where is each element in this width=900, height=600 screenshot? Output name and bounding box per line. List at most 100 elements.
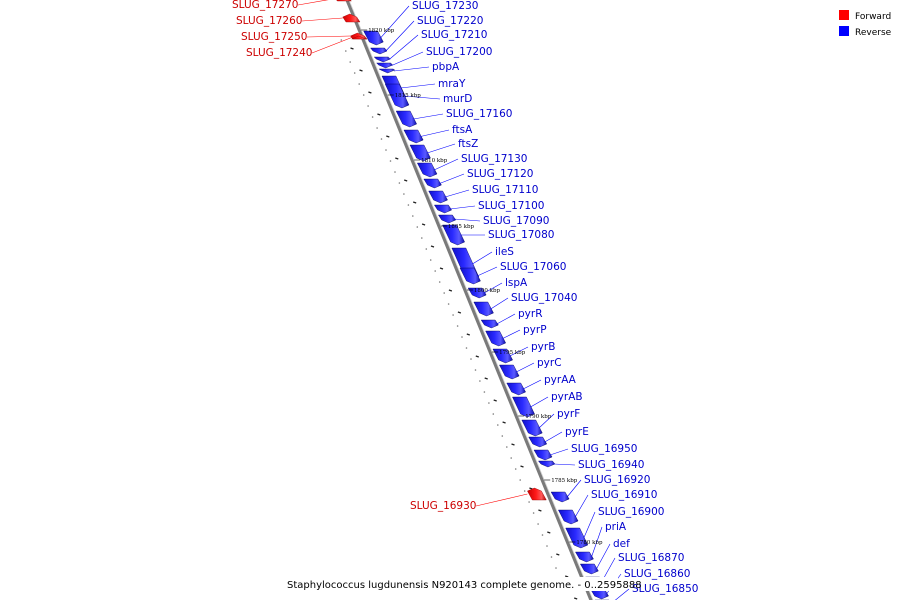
track-dot	[550, 556, 553, 558]
legend-swatch-forward	[839, 10, 849, 20]
gene-label-pyrP[interactable]: pyrP	[523, 324, 547, 336]
gene-feature-murD[interactable]	[384, 83, 410, 109]
gene-label-pyrAA[interactable]: pyrAA	[544, 374, 577, 386]
gene-label-ileS[interactable]: ileS	[495, 246, 514, 258]
gene-feature-SLUG_17220[interactable]	[370, 47, 388, 55]
gene-feature-SLUG_16930[interactable]	[527, 487, 547, 501]
gene-label-ftsA[interactable]: ftsA	[452, 124, 473, 136]
label-connector	[400, 83, 436, 89]
gene-label-SLUG_17160[interactable]: SLUG_17160	[446, 108, 512, 120]
gene-feature-SLUG_17260[interactable]	[342, 13, 361, 23]
gene-feature-pbpA[interactable]	[378, 68, 396, 74]
gene-feature-pyrE[interactable]	[528, 436, 548, 448]
label-connector	[509, 346, 529, 357]
gene-label-lspA[interactable]: lspA	[505, 277, 528, 289]
gene-feature-pyrB[interactable]	[492, 348, 513, 364]
gene-feature-SLUG_17060[interactable]	[459, 267, 481, 285]
gene-feature-SLUG_17090[interactable]	[438, 214, 456, 224]
gene-feature-SLUG_17210[interactable]	[373, 56, 391, 63]
track-dot	[470, 358, 472, 360]
gene-label-SLUG_17110[interactable]: SLUG_17110	[472, 184, 538, 196]
gene-label-SLUG_17060[interactable]: SLUG_17060	[500, 261, 566, 273]
gene-feature-def[interactable]	[579, 563, 599, 575]
gene-feature-pyrP[interactable]	[485, 330, 506, 347]
gene-label-priA[interactable]: priA	[605, 521, 627, 533]
gene-label-pyrF[interactable]: pyrF	[557, 408, 580, 420]
gene-label-SLUG_17040[interactable]: SLUG_17040	[511, 292, 577, 304]
gene-feature-pyrC[interactable]	[499, 364, 520, 380]
gene-label-SLUG_16870[interactable]: SLUG_16870	[618, 552, 684, 564]
gene-label-pyrC[interactable]: pyrC	[537, 357, 562, 369]
gene-feature-SLUG_16940[interactable]	[538, 460, 556, 468]
gene-feature-SLUG_17270[interactable]	[335, 0, 352, 2]
gene-feature-SLUG_17130[interactable]	[416, 162, 438, 178]
gene-label-def[interactable]: def	[613, 538, 630, 550]
gene-feature-pyrR[interactable]	[480, 319, 499, 329]
gene-label-SLUG_16930[interactable]: SLUG_16930	[410, 500, 476, 512]
gene-label-SLUG_17270[interactable]: SLUG_17270	[232, 0, 298, 11]
kbp-tick-label: 1795 kbp	[499, 350, 526, 356]
kbp-tick-label: 1790 kbp	[525, 414, 552, 420]
gene-feature-ftsZ[interactable]	[409, 144, 431, 162]
gene-label-SLUG_17130[interactable]: SLUG_17130	[461, 153, 527, 165]
gene-feature-SLUG_17110[interactable]	[428, 190, 448, 204]
kbp-tick-label: 1815 kbp	[395, 93, 422, 99]
label-connector	[477, 266, 498, 277]
gene-feature-priA[interactable]	[575, 551, 594, 563]
track-dash	[350, 47, 354, 50]
gene-label-SLUG_17100[interactable]: SLUG_17100	[478, 200, 544, 212]
track-dot	[501, 435, 504, 437]
gene-feature-SLUG_17080[interactable]	[442, 224, 465, 246]
gene-feature-SLUG_17200[interactable]	[376, 62, 394, 69]
label-connector	[391, 51, 424, 66]
label-connector	[427, 143, 456, 154]
gene-label-SLUG_17240[interactable]: SLUG_17240	[246, 47, 312, 59]
gene-label-SLUG_16860[interactable]: SLUG_16860	[624, 568, 690, 580]
gene-feature-SLUG_16950[interactable]	[533, 449, 553, 461]
gene-feature-pyrAA[interactable]	[506, 382, 526, 396]
gene-feature-SLUG_17120[interactable]	[423, 178, 442, 189]
gene-feature-SLUG_17100[interactable]	[434, 204, 452, 214]
gene-feature-SLUG_17240[interactable]	[351, 35, 367, 40]
track-dot	[514, 468, 517, 470]
gene-label-SLUG_17230[interactable]: SLUG_17230	[412, 0, 478, 12]
gene-label-SLUG_17220[interactable]: SLUG_17220	[417, 15, 483, 27]
gene-label-pyrAB[interactable]: pyrAB	[551, 391, 583, 403]
gene-label-murD[interactable]: murD	[443, 93, 472, 105]
gene-label-SLUG_16920[interactable]: SLUG_16920	[584, 474, 650, 486]
gene-label-pbpA[interactable]: pbpA	[432, 61, 460, 73]
gene-label-SLUG_17250[interactable]: SLUG_17250	[241, 31, 307, 43]
gene-feature-pyrF[interactable]	[521, 419, 543, 437]
gene-label-SLUG_17260[interactable]: SLUG_17260	[236, 15, 302, 27]
gene-label-SLUG_16940[interactable]: SLUG_16940	[578, 459, 644, 471]
genome-backbone	[345, 0, 593, 600]
gene-label-SLUG_16950[interactable]: SLUG_16950	[571, 443, 637, 455]
gene-feature-SLUG_16910[interactable]	[558, 509, 579, 525]
gene-label-SLUG_17200[interactable]: SLUG_17200	[426, 46, 492, 58]
gene-feature-pyrAB[interactable]	[512, 396, 535, 418]
track-dot	[497, 424, 499, 426]
gene-label-SLUG_16850[interactable]: SLUG_16850	[632, 583, 698, 595]
track-dash	[457, 311, 462, 314]
gene-label-SLUG_17120[interactable]: SLUG_17120	[467, 168, 533, 180]
gene-feature-SLUG_17040[interactable]	[473, 301, 494, 317]
gene-label-pyrE[interactable]: pyrE	[565, 426, 589, 438]
gene-feature-SLUG_17160[interactable]	[395, 110, 417, 128]
gene-label-SLUG_17210[interactable]: SLUG_17210	[421, 29, 487, 41]
gene-label-ftsZ[interactable]: ftsZ	[458, 138, 478, 150]
label-connector	[583, 511, 596, 539]
gene-feature-ftsA[interactable]	[403, 129, 424, 144]
track-dot	[456, 325, 459, 327]
gene-label-SLUG_17090[interactable]: SLUG_17090	[483, 215, 549, 227]
gene-label-SLUG_17080[interactable]: SLUG_17080	[488, 229, 554, 241]
gene-label-SLUG_16910[interactable]: SLUG_16910	[591, 489, 657, 501]
gene-feature-SLUG_17230[interactable]	[363, 30, 384, 46]
gene-feature-SLUG_16920[interactable]	[550, 491, 570, 503]
gene-label-pyrB[interactable]: pyrB	[531, 341, 555, 353]
gene-label-mraY[interactable]: mraY	[438, 78, 466, 90]
gene-label-SLUG_16900[interactable]: SLUG_16900	[598, 506, 664, 518]
track-dash	[359, 69, 363, 72]
gene-label-pyrR[interactable]: pyrR	[518, 308, 543, 320]
track-dot	[376, 127, 378, 129]
gene-feature-lspA[interactable]	[467, 287, 487, 299]
